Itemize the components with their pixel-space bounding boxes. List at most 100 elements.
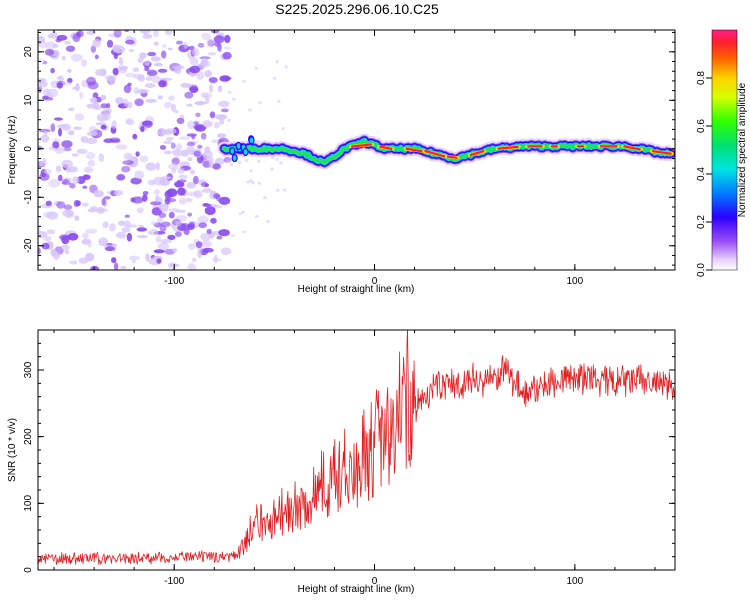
noise-blob: [175, 231, 182, 237]
noise-blob: [188, 243, 196, 250]
noise-blob: [124, 72, 136, 78]
noise-blob: [258, 101, 262, 105]
noise-blob: [123, 152, 133, 160]
noise-blob: [116, 174, 126, 181]
noise-blob: [164, 150, 172, 155]
noise-blob: [150, 56, 161, 62]
noise-blob: [197, 42, 205, 48]
noise-blob: [202, 247, 214, 253]
noise-blob: [189, 65, 201, 74]
noise-blob: [202, 120, 213, 128]
noise-blob: [98, 153, 105, 162]
noise-blob: [263, 196, 267, 199]
noise-blob: [86, 131, 98, 137]
noise-blob: [109, 223, 116, 232]
noise-blob: [38, 162, 45, 167]
noise-blob: [192, 175, 199, 185]
noise-blob: [227, 160, 231, 163]
noise-blob: [242, 230, 247, 234]
noise-blob: [150, 221, 159, 226]
noise-blob: [66, 69, 72, 73]
signal-hot-red: [651, 150, 672, 155]
noise-blob: [155, 235, 162, 243]
noise-blob: [163, 101, 173, 109]
noise-blob: [159, 203, 169, 212]
noise-blob: [54, 117, 63, 121]
noise-blob: [171, 168, 176, 174]
noise-blob: [38, 128, 51, 133]
snr-ylabel: SNR (10 * v/v): [7, 418, 18, 482]
noise-blob: [85, 252, 95, 262]
noise-blob: [249, 169, 253, 173]
noise-blob: [238, 212, 243, 216]
noise-blob: [190, 169, 195, 175]
noise-blob: [124, 214, 130, 218]
noise-blob: [161, 50, 167, 59]
noise-blob: [193, 190, 203, 199]
noise-blob: [48, 178, 60, 188]
noise-blob: [61, 140, 73, 149]
noise-blob: [202, 92, 213, 99]
noise-blob: [144, 60, 151, 66]
noise-blob: [50, 67, 55, 74]
noise-blob: [210, 30, 220, 34]
noise-blob: [125, 39, 135, 45]
noise-blob: [207, 52, 217, 56]
snr-series-line: [38, 330, 675, 565]
spectrogram-ylabel: Frequency (Hz): [7, 116, 18, 185]
noise-blob: [144, 83, 156, 88]
noise-blob: [115, 144, 128, 150]
noise-blob: [157, 68, 168, 73]
noise-blob: [153, 189, 161, 195]
noise-blob: [123, 101, 129, 108]
noise-blob: [251, 181, 255, 185]
noise-blob: [128, 48, 135, 53]
noise-blob: [230, 234, 235, 237]
noise-blob: [213, 121, 220, 129]
noise-blob: [254, 66, 259, 70]
noise-blob: [86, 103, 95, 109]
noise-blob: [38, 86, 42, 93]
noise-blob: [167, 47, 173, 51]
noise-blob: [141, 120, 153, 126]
noise-blob: [150, 201, 162, 206]
noise-blob: [199, 62, 207, 66]
signal-hot-red: [497, 145, 519, 150]
noise-blob: [157, 127, 167, 137]
noise-blob: [193, 150, 201, 157]
noise-blob: [145, 98, 157, 103]
noise-blob: [162, 44, 167, 48]
noise-blob: [168, 163, 179, 171]
noise-blob: [111, 257, 117, 264]
signal-hot-red: [446, 155, 458, 159]
noise-blob: [90, 45, 97, 53]
noise-blob: [213, 193, 221, 199]
noise-blob: [72, 86, 80, 90]
noise-blob: [140, 125, 145, 133]
noise-blob: [63, 204, 73, 211]
noise-blob: [113, 262, 119, 270]
colorbar-tick-label: 0.0: [696, 263, 707, 277]
noise-blob: [72, 176, 80, 185]
noise-blob: [90, 265, 99, 270]
noise-blob: [183, 42, 188, 49]
noise-blob: [185, 197, 193, 203]
noise-blob: [164, 30, 173, 36]
noise-blob: [59, 234, 70, 241]
noise-blob: [216, 235, 223, 240]
noise-blob: [179, 136, 190, 140]
noise-blob: [241, 210, 246, 214]
noise-blob: [58, 174, 63, 182]
noise-blob: [147, 231, 153, 235]
noise-blob: [61, 159, 73, 169]
noise-blob: [228, 90, 232, 94]
noise-blob: [195, 112, 201, 118]
noise-blob: [209, 111, 216, 119]
noise-blob: [113, 190, 124, 196]
noise-blob: [128, 255, 141, 261]
noise-blob: [104, 75, 117, 81]
y-tick-label: 0: [23, 146, 34, 152]
noise-blob: [210, 217, 217, 224]
noise-blob: [203, 203, 212, 207]
noise-blob: [157, 95, 163, 100]
